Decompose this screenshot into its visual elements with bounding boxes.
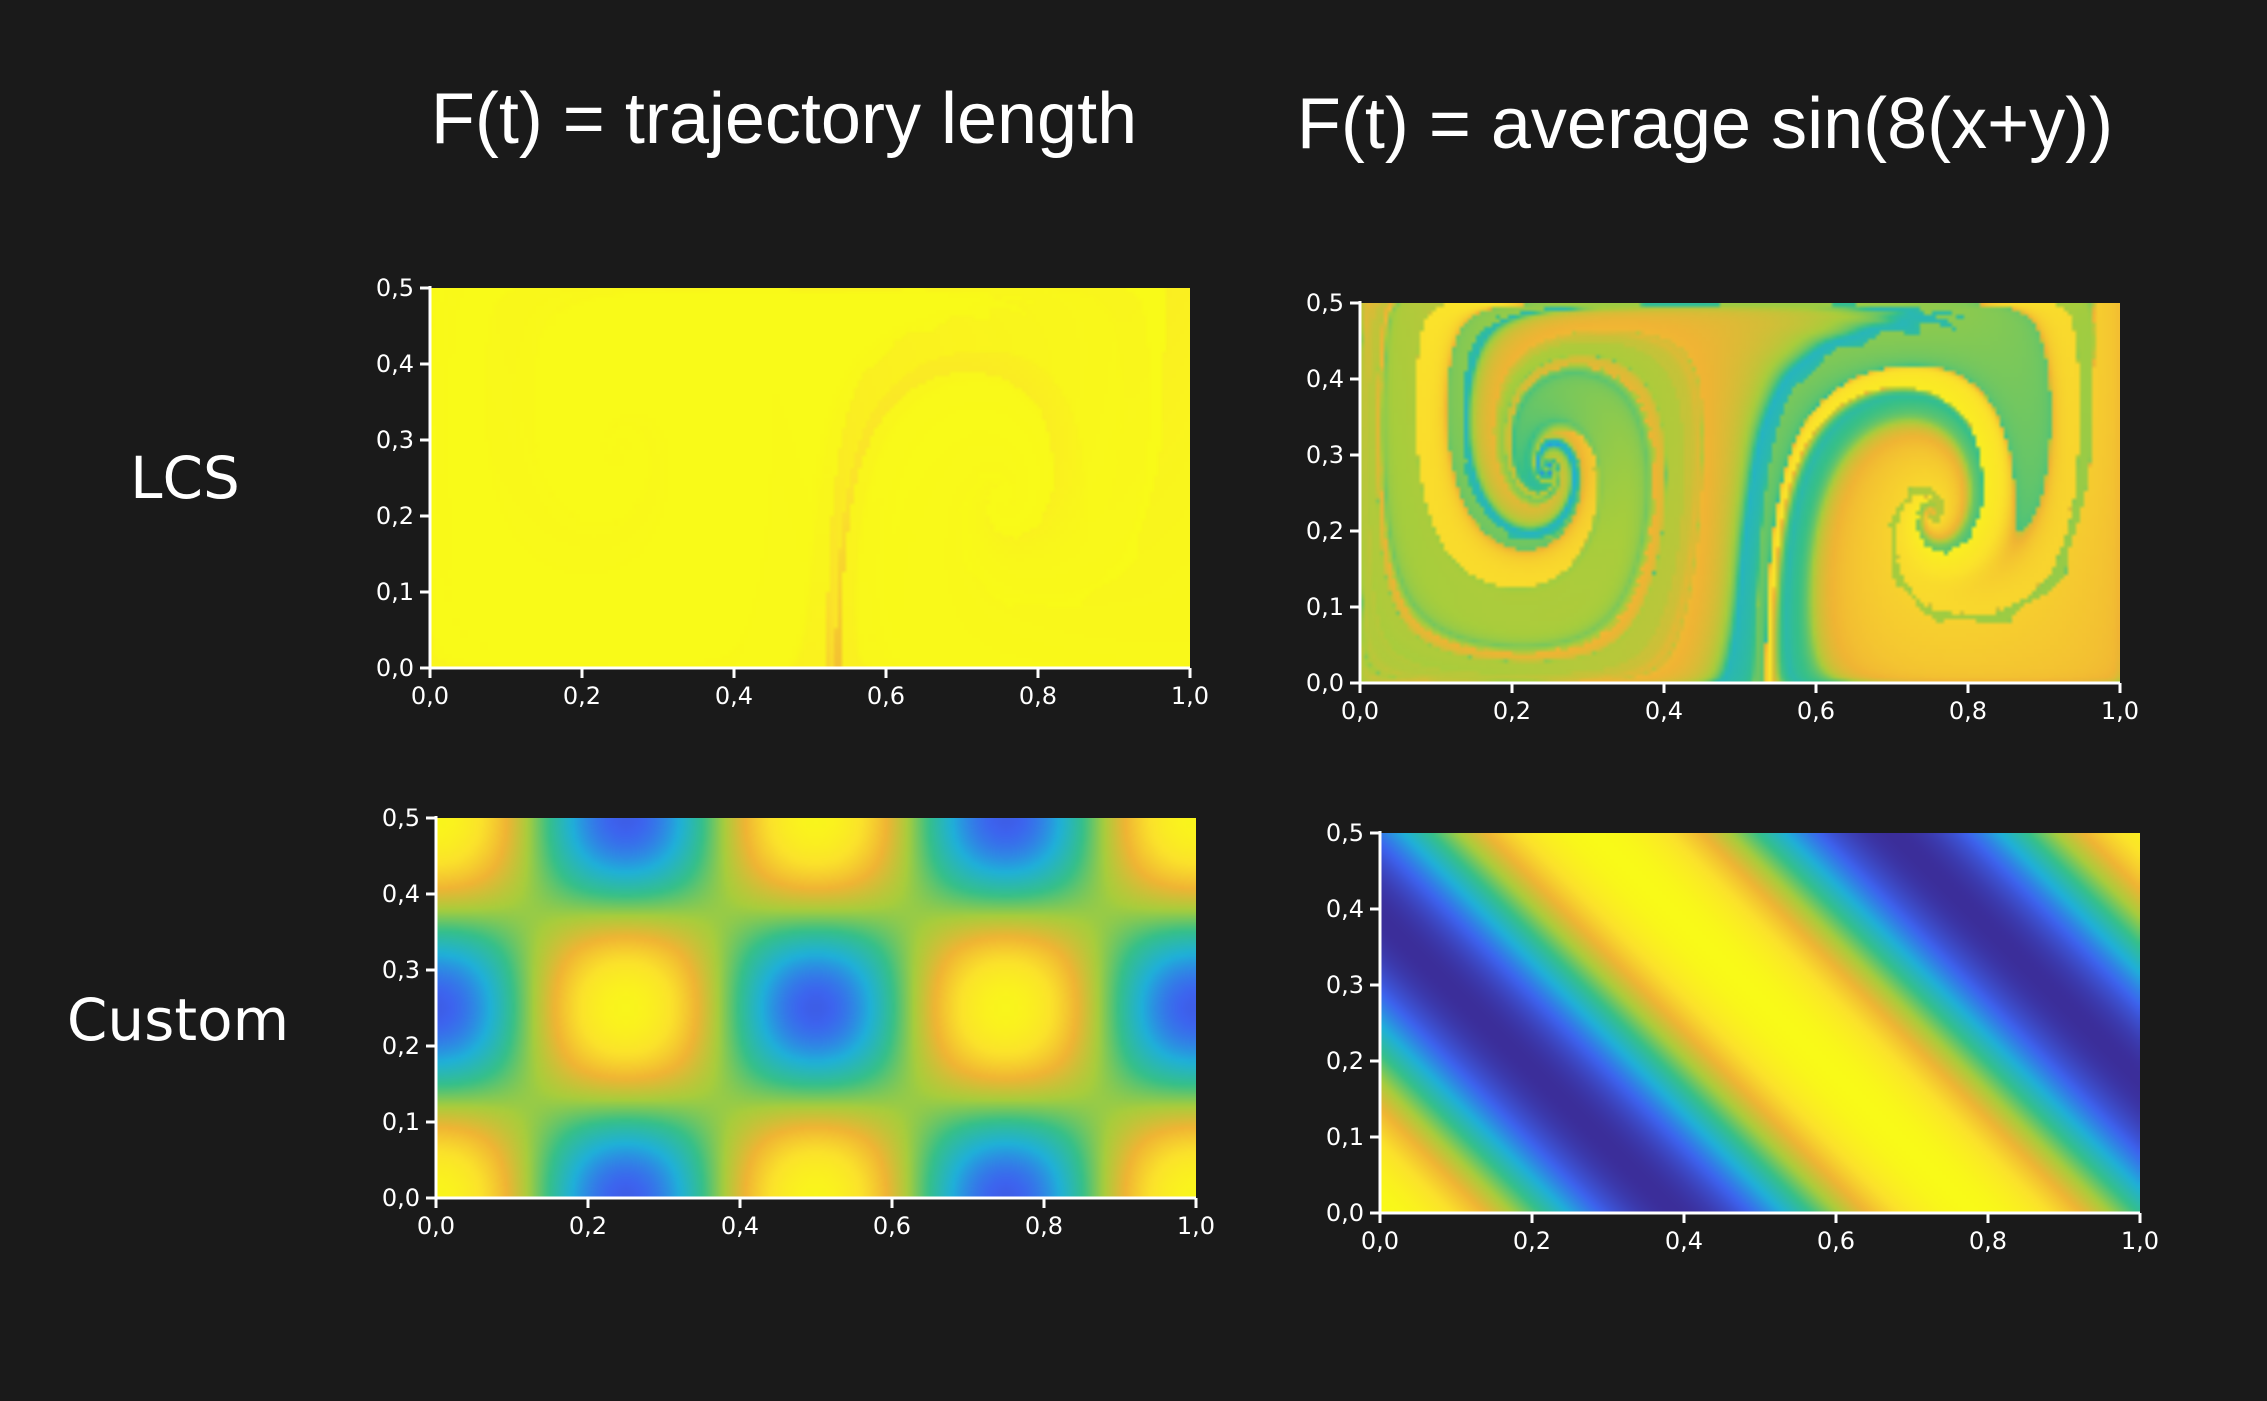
- x-tick-label: 0,0: [411, 682, 449, 710]
- y-tick-label: 0,5: [376, 274, 414, 302]
- x-tick-label: 0,0: [1341, 697, 1379, 725]
- y-tick-label: 0,0: [382, 1184, 420, 1212]
- y-tick-label: 0,3: [382, 956, 420, 984]
- y-tick-label: 0,3: [1306, 441, 1344, 469]
- y-tick-label: 0,4: [1326, 895, 1364, 923]
- y-tick-label: 0,1: [1326, 1123, 1364, 1151]
- x-tick-label: 0,4: [1665, 1227, 1703, 1255]
- x-tick-label: 0,4: [715, 682, 753, 710]
- heatmap-image: [1360, 303, 2120, 683]
- y-tick-label: 0,1: [382, 1108, 420, 1136]
- heatmap-image: [436, 818, 1196, 1198]
- y-tick-label: 0,0: [376, 654, 414, 682]
- y-tick-label: 0,1: [1306, 593, 1344, 621]
- x-tick-label: 1,0: [1171, 682, 1209, 710]
- y-tick-label: 0,5: [1306, 289, 1344, 317]
- x-tick-label: 0,8: [1949, 697, 1987, 725]
- y-tick-label: 0,2: [1306, 517, 1344, 545]
- row-label-lcs: LCS: [130, 444, 240, 512]
- heatmap-panel-lcs-average-sin: 0,0 0,2 0,4 0,6 0,8 1,0 0,0 0,1 0,2 0,3 0,4 0,5: [1306, 289, 2139, 725]
- heatmap-panel-lcs-trajectory-length: 0,0 0,2 0,4 0,6 0,8 1,0 0,0 0,1 0,2 0,3 0,4 0,5: [376, 274, 1209, 710]
- y-tick-label: 0,4: [1306, 365, 1344, 393]
- x-tick-label: 0,8: [1019, 682, 1057, 710]
- column-title-average-sin: F(t) = average sin(8(x+y)): [1296, 84, 2114, 164]
- x-tick-label: 0,2: [1513, 1227, 1551, 1255]
- heatmap-panel-custom-average-sin: 0,0 0,2 0,4 0,6 0,8 1,0 0,0 0,1 0,2 0,3 0,4 0,5: [1326, 819, 2159, 1255]
- x-tick-label: 0,4: [721, 1212, 759, 1240]
- y-tick-label: 0,3: [1326, 971, 1364, 999]
- y-tick-label: 0,5: [1326, 819, 1364, 847]
- column-title-trajectory-length: F(t) = trajectory length: [430, 79, 1138, 159]
- x-tick-label: 0,8: [1969, 1227, 2007, 1255]
- y-tick-label: 0,1: [376, 578, 414, 606]
- heatmap-image: [430, 288, 1190, 668]
- x-tick-label: 0,6: [867, 682, 905, 710]
- y-tick-label: 0,0: [1326, 1199, 1364, 1227]
- x-tick-label: 0,8: [1025, 1212, 1063, 1240]
- x-tick-label: 0,4: [1645, 697, 1683, 725]
- row-label-custom: Custom: [66, 986, 290, 1054]
- y-tick-label: 0,2: [382, 1032, 420, 1060]
- x-tick-label: 0,6: [1817, 1227, 1855, 1255]
- y-tick-label: 0,3: [376, 426, 414, 454]
- x-tick-label: 0,6: [1797, 697, 1835, 725]
- x-tick-label: 1,0: [2121, 1227, 2159, 1255]
- y-tick-label: 0,2: [1326, 1047, 1364, 1075]
- x-tick-label: 1,0: [1177, 1212, 1215, 1240]
- y-tick-label: 0,4: [376, 350, 414, 378]
- x-tick-label: 0,2: [1493, 697, 1531, 725]
- y-tick-label: 0,0: [1306, 669, 1344, 697]
- x-tick-label: 1,0: [2101, 697, 2139, 725]
- heatmap-panel-custom-trajectory-length: 0,0 0,2 0,4 0,6 0,8 1,0 0,0 0,1 0,2 0,3 0,4 0,5: [382, 804, 1215, 1240]
- y-tick-label: 0,2: [376, 502, 414, 530]
- x-tick-label: 0,2: [569, 1212, 607, 1240]
- x-tick-label: 0,0: [417, 1212, 455, 1240]
- y-tick-label: 0,4: [382, 880, 420, 908]
- x-tick-label: 0,6: [873, 1212, 911, 1240]
- x-tick-label: 0,2: [563, 682, 601, 710]
- heatmap-image: [1380, 833, 2140, 1213]
- x-tick-label: 0,0: [1361, 1227, 1399, 1255]
- y-tick-label: 0,5: [382, 804, 420, 832]
